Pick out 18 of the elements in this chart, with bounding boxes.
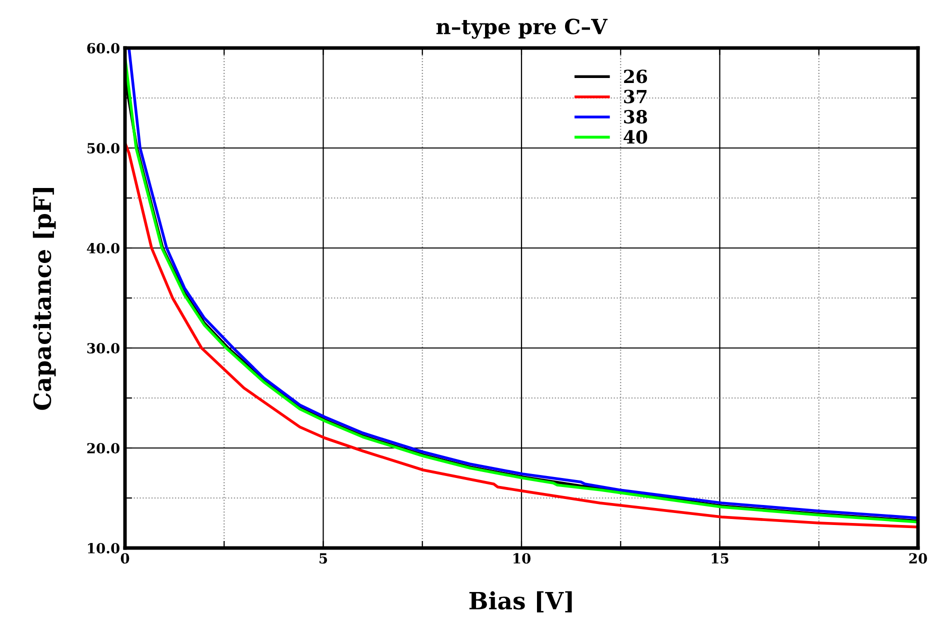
y-tick-label: 10.0: [88, 542, 120, 554]
chart-title: n–type pre C–V: [436, 18, 608, 39]
y-tick-label: 60.0: [87, 42, 120, 54]
y-tick-label: 50.0: [87, 142, 120, 154]
legend-label: 26: [624, 70, 648, 84]
y-tick-label: 20.0: [87, 442, 120, 454]
x-axis-title: Bias [V]: [469, 591, 572, 612]
y-tick-label: 30.0: [87, 342, 120, 354]
x-tick-label: 10: [514, 553, 531, 564]
legend-label: 37: [624, 90, 646, 104]
legend-label: 40: [624, 130, 648, 144]
x-tick-label: 15: [712, 553, 728, 564]
x-tick-label: 0: [120, 553, 130, 564]
x-tick-label: 20: [909, 553, 928, 564]
y-axis-title: Capacitance [pF]: [32, 188, 56, 410]
legend-label: 38: [624, 110, 648, 124]
y-tick-label: 40.0: [86, 242, 120, 254]
x-tick-label: 5: [320, 553, 328, 564]
